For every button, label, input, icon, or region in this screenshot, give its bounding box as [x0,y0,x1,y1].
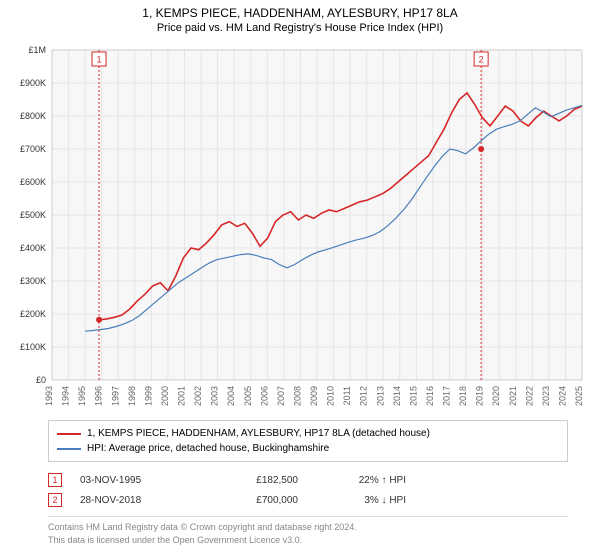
legend-swatch [57,433,81,435]
tx-marker: 1 [48,473,62,487]
x-tick-label: 2007 [276,386,286,406]
x-tick-label: 1998 [127,386,137,406]
tx-date: 28-NOV-2018 [80,495,190,506]
x-tick-label: 2024 [557,386,567,406]
transaction-table: 1 03-NOV-1995 £182,500 22% ↑ HPI 2 28-NOV-201… [48,470,568,510]
x-tick-label: 2017 [442,386,452,406]
legend-box: 1, KEMPS PIECE, HADDENHAM, AYLESBURY, HP… [48,420,568,462]
x-tick-label: 1993 [44,386,54,406]
x-tick-label: 2000 [160,386,170,406]
table-row: 2 28-NOV-2018 £700,000 3% ↓ HPI [48,490,568,510]
legend-item: HPI: Average price, detached house, Buck… [57,441,559,456]
legend-item: 1, KEMPS PIECE, HADDENHAM, AYLESBURY, HP… [57,426,559,441]
marker-label: 1 [97,54,102,64]
x-tick-label: 2016 [425,386,435,406]
x-tick-label: 2009 [309,386,319,406]
y-tick-label: £400K [20,243,46,253]
y-tick-label: £600K [20,177,46,187]
table-row: 1 03-NOV-1995 £182,500 22% ↑ HPI [48,470,568,490]
tx-pct: 22% ↑ HPI [316,475,406,486]
x-tick-label: 2020 [491,386,501,406]
x-tick-label: 2001 [177,386,187,406]
x-tick-label: 2004 [226,386,236,406]
footer-line-1: Contains HM Land Registry data © Crown c… [48,521,568,534]
x-tick-label: 2008 [292,386,302,406]
tx-price: £700,000 [208,495,298,506]
legend-area: 1, KEMPS PIECE, HADDENHAM, AYLESBURY, HP… [48,420,568,546]
y-tick-label: £900K [20,78,46,88]
x-tick-label: 2014 [392,386,402,406]
tx-price: £182,500 [208,475,298,486]
x-tick-label: 2011 [342,386,352,405]
x-tick-label: 2005 [243,386,253,406]
marker-dot [96,317,102,323]
y-tick-label: £200K [20,309,46,319]
x-tick-label: 2013 [375,386,385,406]
x-tick-label: 2023 [541,386,551,406]
x-tick-label: 2006 [259,386,269,406]
x-tick-label: 2002 [193,386,203,406]
y-tick-label: £500K [20,210,46,220]
y-tick-label: £0 [36,375,46,385]
x-tick-label: 2003 [210,386,220,406]
x-tick-label: 2021 [508,386,518,406]
chart-svg: £0 £100K £200K £300K £400K £500K £600K £700K £80… [10,42,590,412]
x-tick-label: 2022 [524,386,534,406]
x-tick-label: 1997 [110,386,120,406]
x-tick-label: 2010 [326,386,336,406]
x-tick-label: 2019 [475,386,485,406]
legend-label: HPI: Average price, detached house, Buck… [87,441,329,456]
y-tick-label: £700K [20,144,46,154]
footer-line-2: This data is licensed under the Open Gov… [48,534,568,547]
y-tick-label: £100K [20,342,46,352]
x-tick-label: 2012 [359,386,369,406]
marker-dot [478,146,484,152]
tx-date: 03-NOV-1995 [80,475,190,486]
x-tick-label: 2025 [574,386,584,406]
legend-label: 1, KEMPS PIECE, HADDENHAM, AYLESBURY, HP… [87,426,430,441]
x-tick-label: 1996 [94,386,104,406]
footer: Contains HM Land Registry data © Crown c… [48,516,568,546]
x-tick-label: 2018 [458,386,468,406]
legend-swatch [57,448,81,450]
chart-area: £0 £100K £200K £300K £400K £500K £600K £700K £80… [10,42,590,412]
marker-label: 2 [479,54,484,64]
chart-subtitle: Price paid vs. HM Land Registry's House … [0,20,600,34]
x-tick-label: 1994 [61,386,71,406]
x-tick-label: 1995 [77,386,87,406]
x-tick-label: 2015 [408,386,418,406]
tx-marker: 2 [48,493,62,507]
y-tick-label: £300K [20,276,46,286]
chart-title: 1, KEMPS PIECE, HADDENHAM, AYLESBURY, HP… [0,0,600,20]
tx-pct: 3% ↓ HPI [316,495,406,506]
x-tick-label: 1999 [143,386,153,406]
y-tick-label: £800K [20,111,46,121]
y-tick-label: £1M [28,45,46,55]
